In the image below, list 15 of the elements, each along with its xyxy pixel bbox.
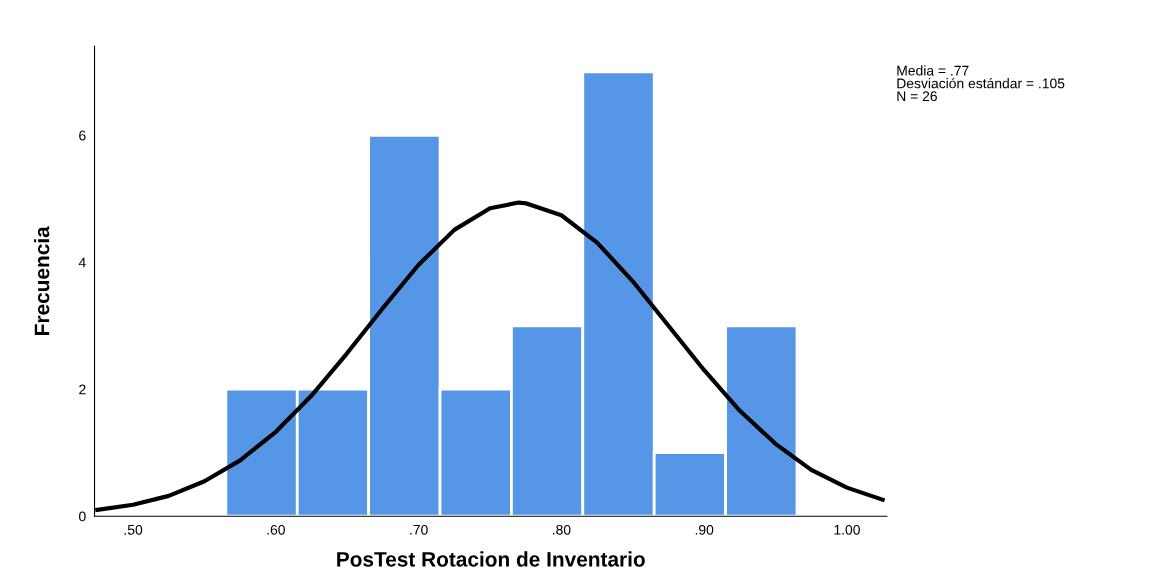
- y-tick-label: 6: [79, 130, 86, 141]
- y-tick-label: 4: [78, 257, 86, 268]
- text: Media = .77: [897, 65, 969, 76]
- x-tick-label: .70: [410, 524, 428, 535]
- text: Desviación estándar = .105: [897, 77, 1065, 89]
- text: N = 26: [897, 91, 937, 102]
- y-axis-title: Frecuencia: [34, 226, 50, 335]
- x-tick-label: .90: [695, 524, 714, 535]
- x-tick-label: 1.00: [834, 524, 860, 535]
- y-tick-label: 2: [79, 384, 86, 395]
- x-tick-label: .60: [267, 524, 285, 535]
- y-tick-label: 0: [79, 511, 86, 522]
- x-axis-title: PosTest Rotacion de Inventario: [337, 551, 645, 567]
- x-tick-label: .50: [124, 524, 143, 535]
- x-tick-label: .80: [553, 524, 571, 535]
